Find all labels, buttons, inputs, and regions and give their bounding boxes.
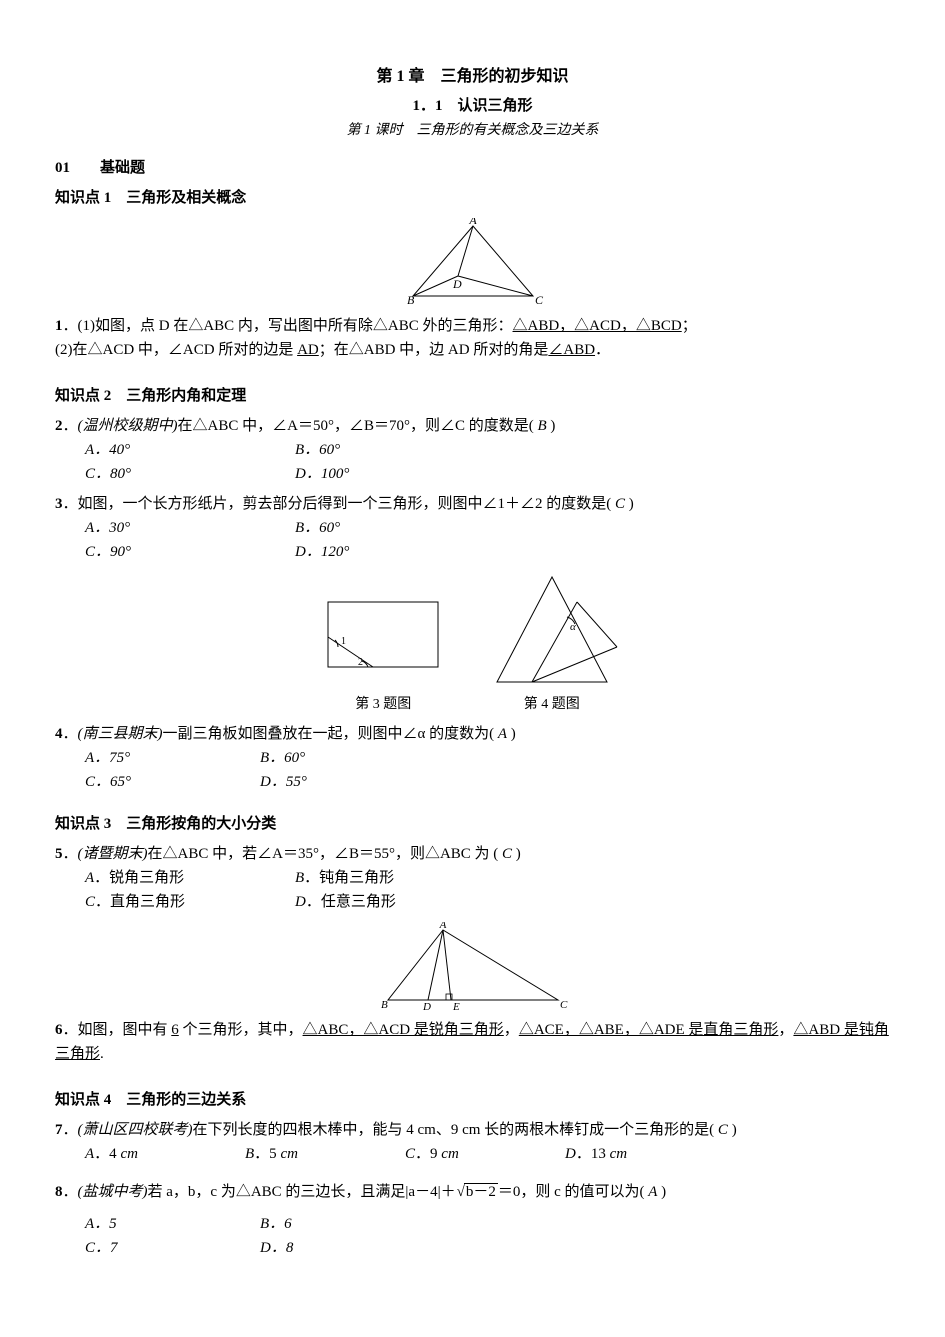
q8-num: 8 <box>55 1184 63 1200</box>
q5-optB: B．钝角三角形 <box>295 866 495 890</box>
q4: 4．(南三县期末)一副三角板如图叠放在一起，则图中∠α 的度数为( A ) A．… <box>55 722 890 794</box>
q6-acute: △ABC，△ACD 是锐角三角形 <box>303 1022 504 1038</box>
q3: 3．如图，一个长方形纸片，剪去部分后得到一个三角形，则图中∠1＋∠2 的度数是(… <box>55 492 890 564</box>
q7: 7．(萧山区四校联考)在下列长度的四根木棒中，能与 4 cm、9 cm 长的两根… <box>55 1118 890 1166</box>
q8-ans: A <box>648 1184 657 1200</box>
q4-src: (南三县期末) <box>78 726 163 742</box>
q8-stem-pre: 若 a，b，c 为△ABC 的三边长，且满足|a－4|＋ <box>148 1184 456 1200</box>
q5-src: (诸暨期末) <box>78 846 148 862</box>
q1: 1．(1)如图，点 D 在△ABC 内，写出图中所有除△ABC 外的三角形：△A… <box>55 314 890 362</box>
q6-count: 6 <box>171 1022 179 1038</box>
q2-optA: A．40° <box>85 438 295 462</box>
svg-text:1: 1 <box>341 636 346 647</box>
q1-part2-mid: ；在△ABD 中，边 AD 所对的角是 <box>319 342 549 358</box>
fig4-cap: 第 4 题图 <box>477 694 627 716</box>
q5: 5．(诸暨期末)在△ABC 中，若∠A＝35°，∠B＝55°，则△ABC 为 (… <box>55 842 890 914</box>
q3-optA: A．30° <box>85 516 295 540</box>
q3-num: 3 <box>55 496 63 512</box>
q2-optB: B．60° <box>295 438 495 462</box>
q1-part1-pre: ．(1)如图，点 D 在△ABC 内，写出图中所有除△ABC 外的三角形： <box>63 318 513 334</box>
q7-optA: A．4 cm <box>85 1142 245 1166</box>
q7-stem: 在下列长度的四根木棒中，能与 4 cm、9 cm 长的两根木棒钉成一个三角形的是… <box>193 1122 718 1138</box>
kp4: 知识点 4 三角形的三边关系 <box>55 1088 890 1112</box>
q6-mid2: ， <box>504 1022 519 1038</box>
q4-ans: A <box>498 726 507 742</box>
q3-ans: C <box>615 496 625 512</box>
q8-radicand: b－2 <box>464 1183 498 1200</box>
q8-src: (盐城中考) <box>78 1184 148 1200</box>
svg-text:A: A <box>438 922 446 931</box>
q2-stem: 在△ABC 中，∠A＝50°，∠B＝70°，则∠C 的度数是( <box>178 418 538 434</box>
q7-src: (萧山区四校联考) <box>78 1122 193 1138</box>
q1-part2-pre: (2)在△ACD 中，∠ACD 所对的边是 <box>55 342 297 358</box>
q4-num: 4 <box>55 726 63 742</box>
kp2: 知识点 2 三角形内角和定理 <box>55 384 890 408</box>
svg-text:2: 2 <box>358 657 363 668</box>
q5-ans: C <box>502 846 512 862</box>
q5-stem: 在△ABC 中，若∠A＝35°，∠B＝55°，则△ABC 为 ( <box>148 846 503 862</box>
figures-q3q4: 1 2 α 第 3 题图 第 4 题图 <box>55 572 890 716</box>
svg-text:E: E <box>452 1001 460 1012</box>
svg-text:A: A <box>468 218 477 227</box>
q5-optD: D．任意三角形 <box>295 890 495 914</box>
q4-optA: A．75° <box>85 746 260 770</box>
q2-optC: C．80° <box>85 462 295 486</box>
lesson-title: 第 1 课时 三角形的有关概念及三边关系 <box>55 120 890 142</box>
q2-num: 2 <box>55 418 63 434</box>
svg-text:D: D <box>452 277 462 291</box>
figure-q6: A B D E C <box>55 922 890 1012</box>
q4-optB: B．60° <box>260 746 460 770</box>
figure-q1: A B C D <box>55 218 890 308</box>
q7-optD: D．13 cm <box>565 1142 725 1166</box>
svg-text:B: B <box>381 999 388 1011</box>
q1-part1-ans: △ABD，△ACD，△BCD <box>513 318 682 334</box>
q2: 2．(温州校级期中)在△ABC 中，∠A＝50°，∠B＝70°，则∠C 的度数是… <box>55 414 890 486</box>
q7-ans: C <box>718 1122 728 1138</box>
q7-num: 7 <box>55 1122 63 1138</box>
q2-optD: D．100° <box>295 462 495 486</box>
q8-optD: D．8 <box>260 1236 460 1260</box>
q8: 8．(盐城中考)若 a，b，c 为△ABC 的三边长，且满足|a－4|＋b－2＝… <box>55 1180 890 1260</box>
q7-optC: C．9 cm <box>405 1142 565 1166</box>
svg-text:C: C <box>535 293 544 307</box>
svg-text:C: C <box>560 999 568 1011</box>
q8-stem-post: ＝0，则 c 的值可以为( <box>498 1184 648 1200</box>
q6-mid3: ， <box>778 1022 793 1038</box>
q7-optB: B．5 cm <box>245 1142 405 1166</box>
q4-optC: C．65° <box>85 770 260 794</box>
sqrt-icon: b－2 <box>456 1180 498 1204</box>
q6-num: 6 <box>55 1022 63 1038</box>
chapter-title: 第 1 章 三角形的初步知识 <box>55 64 890 90</box>
q6: 6．如图，图中有 6 个三角形，其中，△ABC，△ACD 是锐角三角形，△ACE… <box>55 1018 890 1066</box>
basic-heading: 01 基础题 <box>55 156 890 180</box>
kp1: 知识点 1 三角形及相关概念 <box>55 186 890 210</box>
q2-ans: B <box>537 418 546 434</box>
q3-optC: C．90° <box>85 540 295 564</box>
q3-optB: B．60° <box>295 516 495 540</box>
q3-stem: ．如图，一个长方形纸片，剪去部分后得到一个三角形，则图中∠1＋∠2 的度数是( <box>63 496 616 512</box>
svg-text:B: B <box>407 293 415 307</box>
svg-text:D: D <box>422 1001 431 1012</box>
q3-optD: D．120° <box>295 540 495 564</box>
fig3-cap: 第 3 题图 <box>318 694 448 716</box>
q4-optD: D．55° <box>260 770 460 794</box>
q1-num: 1 <box>55 318 63 334</box>
q4-stem: 一副三角板如图叠放在一起，则图中∠α 的度数为( <box>163 726 498 742</box>
q1-part2-ans2: ∠ABD <box>548 342 595 358</box>
q6-mid1: 个三角形，其中， <box>179 1022 303 1038</box>
q5-num: 5 <box>55 846 63 862</box>
q5-optA: A．锐角三角形 <box>85 866 295 890</box>
q8-optA: A．5 <box>85 1212 260 1236</box>
q8-optC: C．7 <box>85 1236 260 1260</box>
q8-optB: B．6 <box>260 1212 460 1236</box>
kp3: 知识点 3 三角形按角的大小分类 <box>55 812 890 836</box>
q2-src: (温州校级期中) <box>78 418 178 434</box>
q6-end: . <box>100 1046 104 1062</box>
q6-right: △ACE，△ABE，△ADE 是直角三角形 <box>519 1022 779 1038</box>
q5-optC: C．直角三角形 <box>85 890 295 914</box>
svg-text:α: α <box>570 621 576 633</box>
q1-part2-ans1: AD <box>297 342 319 358</box>
q6-pre: ．如图，图中有 <box>63 1022 172 1038</box>
section-title: 1．1 认识三角形 <box>55 94 890 118</box>
